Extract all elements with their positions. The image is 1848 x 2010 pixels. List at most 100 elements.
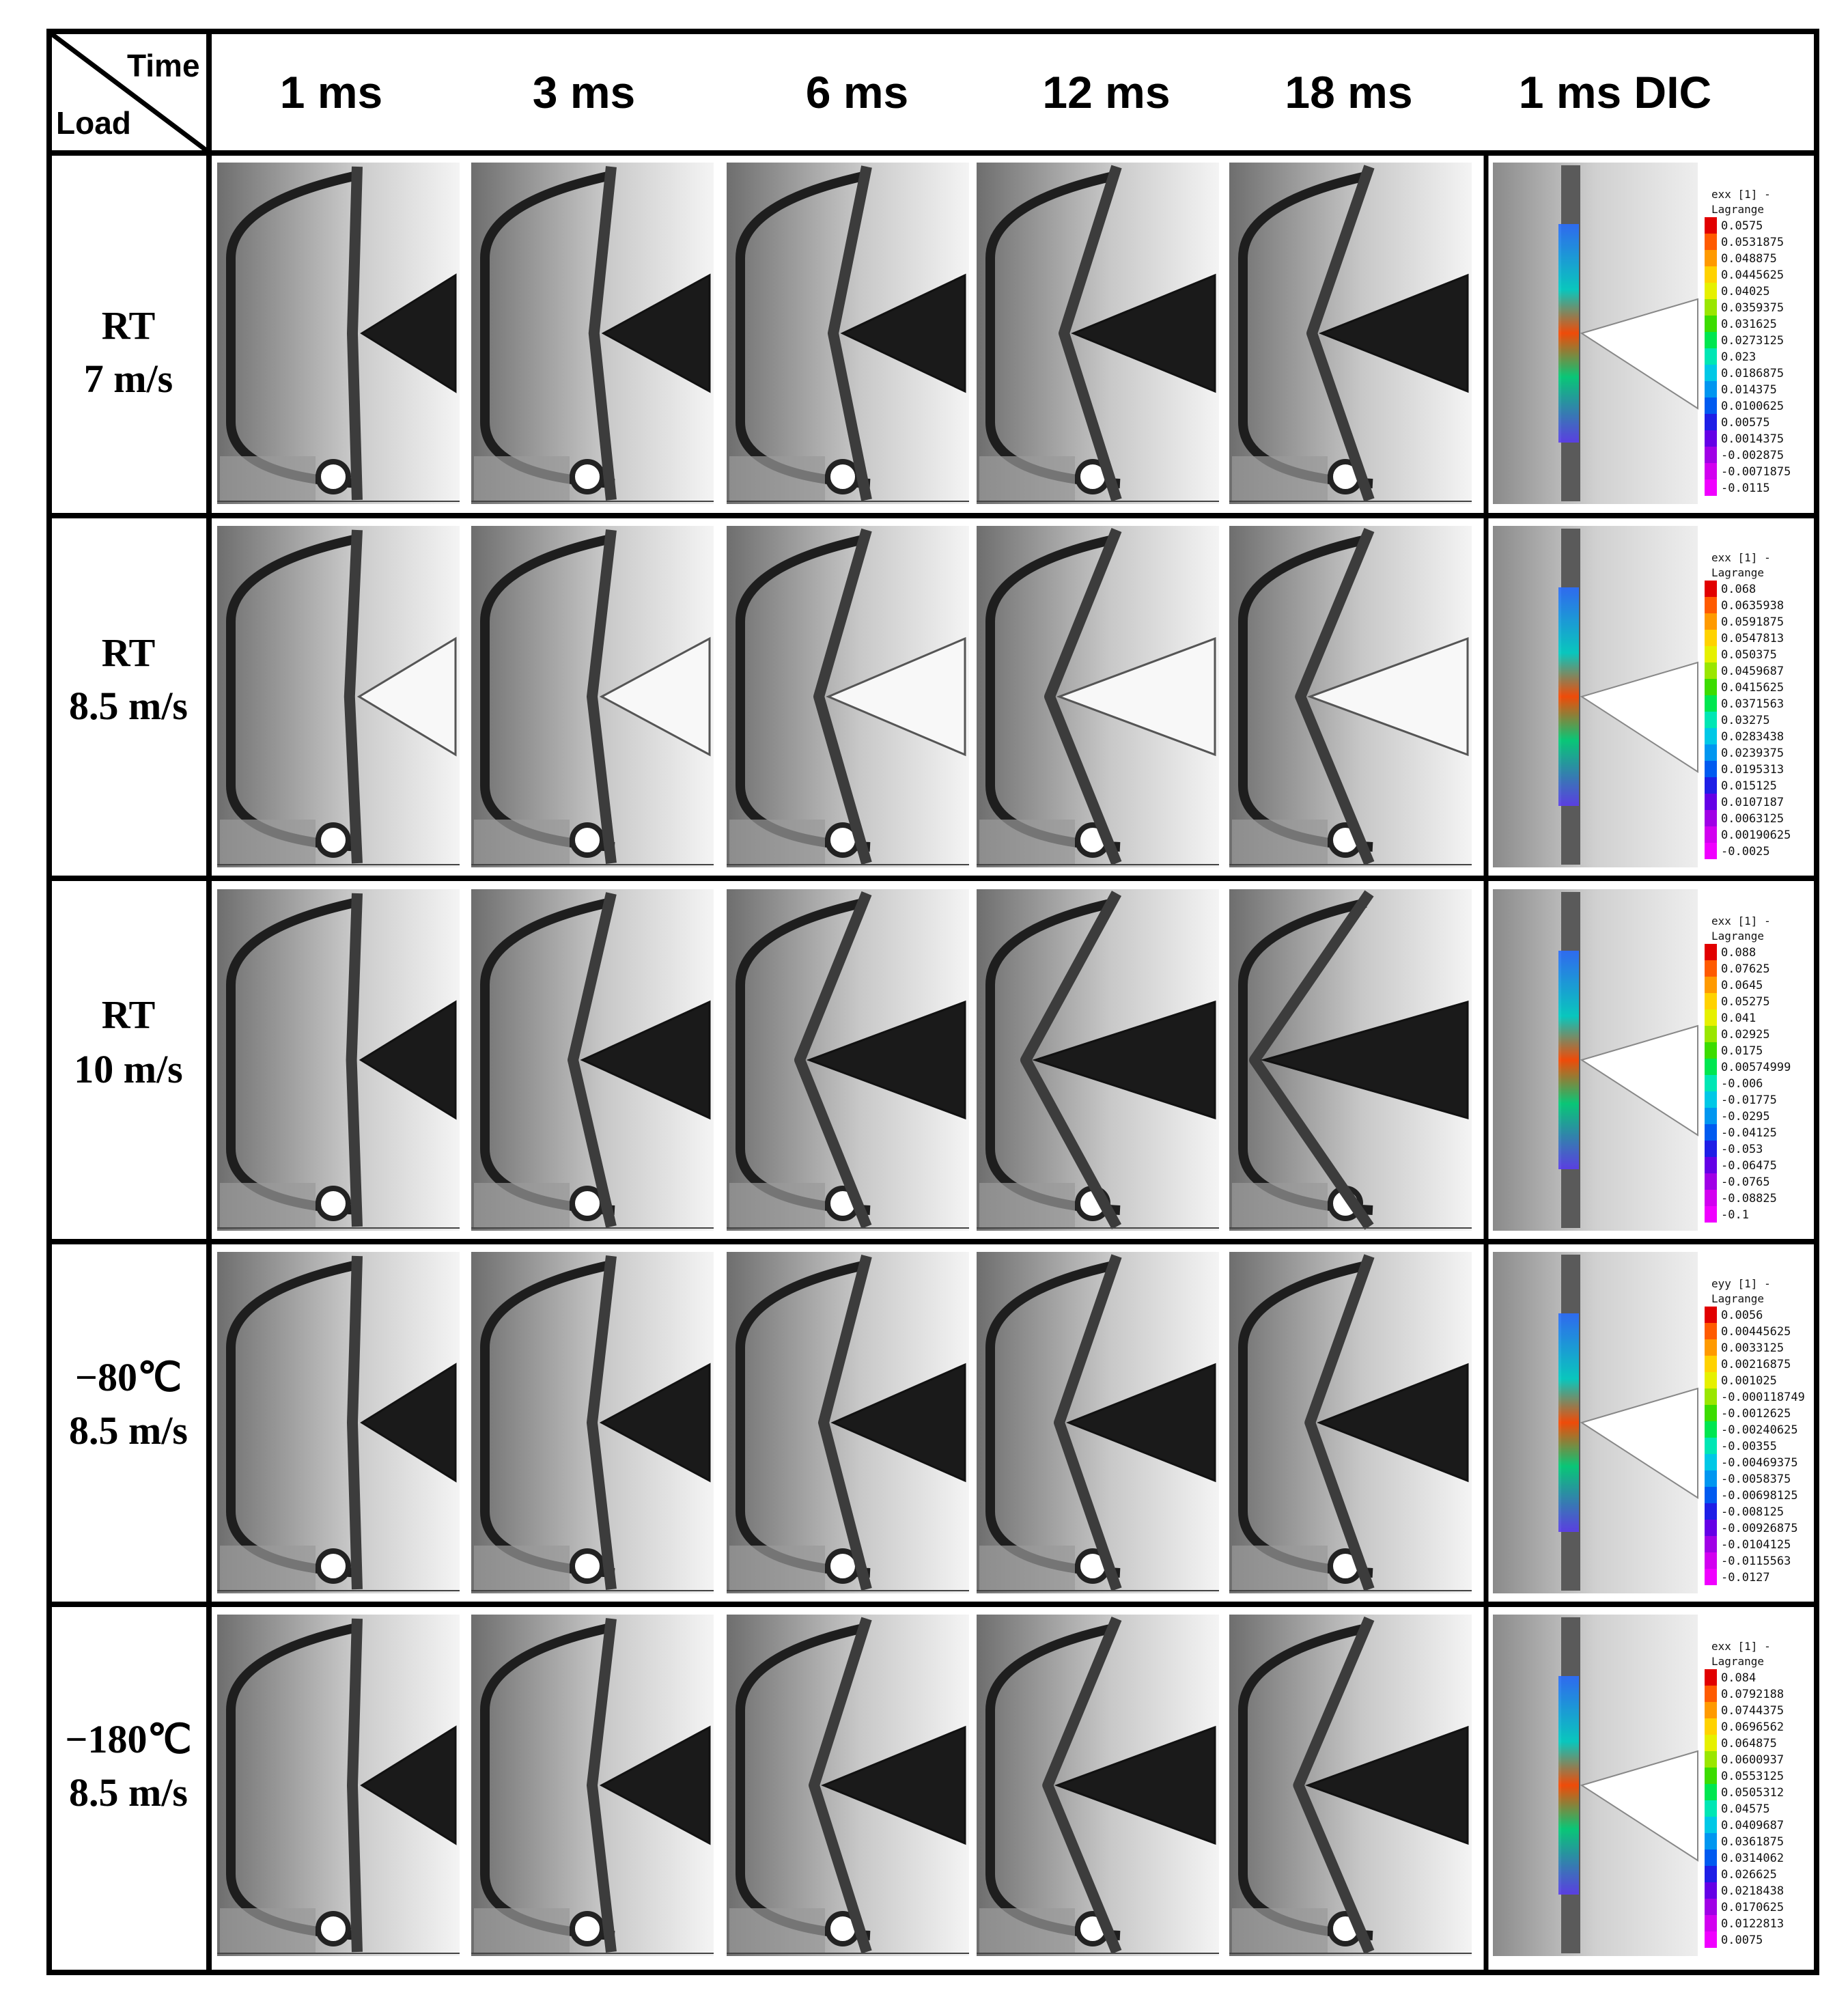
fixture-base [220, 1183, 316, 1228]
impactor-cone [1071, 273, 1216, 393]
specimen-plate [588, 166, 617, 501]
frame-r2-c3 [977, 889, 1219, 1231]
specimen-plate [587, 1255, 617, 1590]
dic-strain-field [1558, 1676, 1579, 1895]
impactor-cone [826, 637, 966, 757]
colorbar-swatch [1705, 843, 1717, 859]
colorbar-swatch [1705, 463, 1717, 479]
column-header-dic: 1 ms DIC [1519, 67, 1711, 117]
impactor-cone [601, 273, 711, 393]
column-header-1ms: 1 ms [280, 67, 382, 117]
colorbar-swatch [1705, 712, 1717, 728]
frame-r0-c3 [977, 163, 1219, 504]
colorbar-swatch [1705, 1552, 1717, 1569]
colorbar-tick-label: 0.0415625 [1721, 681, 1784, 695]
frame-r1-c3 [977, 526, 1219, 867]
fixture-base [1232, 1183, 1328, 1228]
colorbar-swatch [1705, 1026, 1717, 1042]
colorbar-title-line2: Lagrange [1711, 930, 1764, 943]
specimen-plate [347, 166, 363, 501]
support-pin [316, 822, 351, 858]
dic-panel-r4: exx [1] - Lagrange 0.084 0.0792188 0.0744375… [1493, 1615, 1784, 1956]
colorbar-swatch [1705, 1470, 1717, 1487]
colorbar-swatch [1705, 613, 1717, 630]
impactor-cone [830, 1363, 966, 1483]
colorbar-tick-label: 0.07625 [1721, 962, 1770, 976]
colorbar-swatch [1705, 977, 1717, 993]
colorbar-swatch [1705, 1356, 1717, 1372]
colorbar-swatch [1705, 826, 1717, 843]
colorbar-swatch [1705, 299, 1717, 316]
fixture-base [729, 1908, 825, 1953]
colorbar-tick-label: 0.0014375 [1721, 432, 1784, 446]
row-label-3-line1: −80℃ [75, 1355, 182, 1399]
row-labels: RT 7 m/s RT 8.5 m/s RT 10 m/s −80℃ 8.5 m… [65, 303, 191, 1815]
specimen-plate [1293, 1616, 1375, 1955]
fixture-base [474, 820, 570, 865]
fixture-base [1232, 820, 1328, 865]
colorbar-swatch [1705, 1686, 1717, 1702]
colorbar-swatch [1705, 1751, 1717, 1768]
support-pin [825, 459, 860, 494]
colorbar-tick-label: 0.02925 [1721, 1028, 1770, 1042]
colorbar-swatch [1705, 447, 1717, 463]
impactor-cone [1306, 637, 1469, 757]
colorbar-tick-label: -0.0025 [1721, 845, 1770, 859]
colorbar-swatch [1705, 217, 1717, 234]
table-borders [46, 29, 1819, 1975]
colorbar-tick-label: 0.0170625 [1721, 1901, 1784, 1914]
colorbar-title-line2: Lagrange [1711, 203, 1764, 216]
colorbar-tick-label: -0.00240625 [1721, 1423, 1798, 1437]
fixture-base [474, 1183, 570, 1228]
colorbar-swatch [1705, 1915, 1717, 1931]
fixture-base [220, 820, 316, 865]
colorbar-swatch [1705, 728, 1717, 744]
colorbar-swatch [1705, 1850, 1717, 1866]
frame-r4-c0 [217, 1615, 460, 1956]
fixture-base [1232, 1908, 1328, 1953]
specimen-plate [1304, 1254, 1375, 1591]
impactor-cone [599, 1725, 711, 1845]
colorbar-tick-label: 0.0635938 [1721, 599, 1784, 613]
frame-r1-c0 [217, 526, 460, 867]
colorbar-tick-label: 0.0459687 [1721, 665, 1784, 678]
colorbar-tick-label: 0.0792188 [1721, 1688, 1784, 1701]
frame-r4-c4 [1229, 1615, 1472, 1956]
fixture-base [1232, 456, 1328, 501]
colorbar-swatch [1705, 1768, 1717, 1784]
colorbar-tick-label: 0.0591875 [1721, 615, 1784, 629]
specimen-plate [818, 1255, 872, 1591]
impactor-cone [1317, 1363, 1469, 1483]
colorbar-tick-label: -0.01775 [1721, 1093, 1777, 1107]
colorbar-tick-label: 0.0314062 [1721, 1852, 1784, 1865]
colorbar-tick-label: 0.00190625 [1721, 828, 1791, 842]
colorbar-tick-label: 0.0218438 [1721, 1884, 1784, 1898]
colorbar-tick-label: -0.002875 [1721, 449, 1784, 462]
colorbar-tick-label: -0.08825 [1721, 1192, 1777, 1205]
impactor-cone [1260, 1001, 1469, 1119]
colorbar-tick-label: 0.00575 [1721, 416, 1770, 430]
colorbar-tick-label: 0.0445625 [1721, 268, 1784, 282]
colorbar-swatch [1705, 581, 1717, 597]
fixture-base [979, 1908, 1075, 1953]
specimen-plate [347, 1255, 363, 1590]
colorbar-tick-label: 0.0075 [1721, 1934, 1763, 1947]
colorbar-tick-label: -0.04125 [1721, 1126, 1777, 1140]
fixture-base [729, 1183, 825, 1228]
colorbar-title-line1: exx [1] - [1711, 551, 1771, 564]
colorbar-swatch [1705, 630, 1717, 646]
colorbar-swatch [1705, 777, 1717, 794]
colorbar-tick-label: 0.0186875 [1721, 367, 1784, 380]
specimen-plate [828, 165, 872, 501]
fixture-base [474, 1908, 570, 1953]
colorbar-swatch [1705, 1388, 1717, 1405]
frame-r3-c0 [217, 1252, 460, 1593]
dic-panel-r0: exx [1] - Lagrange 0.0575 0.0531875 0.048875… [1493, 163, 1791, 504]
colorbar-swatch [1705, 381, 1717, 397]
colorbar-swatch [1705, 1108, 1717, 1124]
colorbar-swatch [1705, 646, 1717, 662]
row-label-0-line2: 7 m/s [84, 357, 173, 401]
impactor-cone [360, 273, 457, 393]
support-pin [316, 1911, 351, 1946]
column-header-6ms: 6 ms [806, 67, 908, 117]
